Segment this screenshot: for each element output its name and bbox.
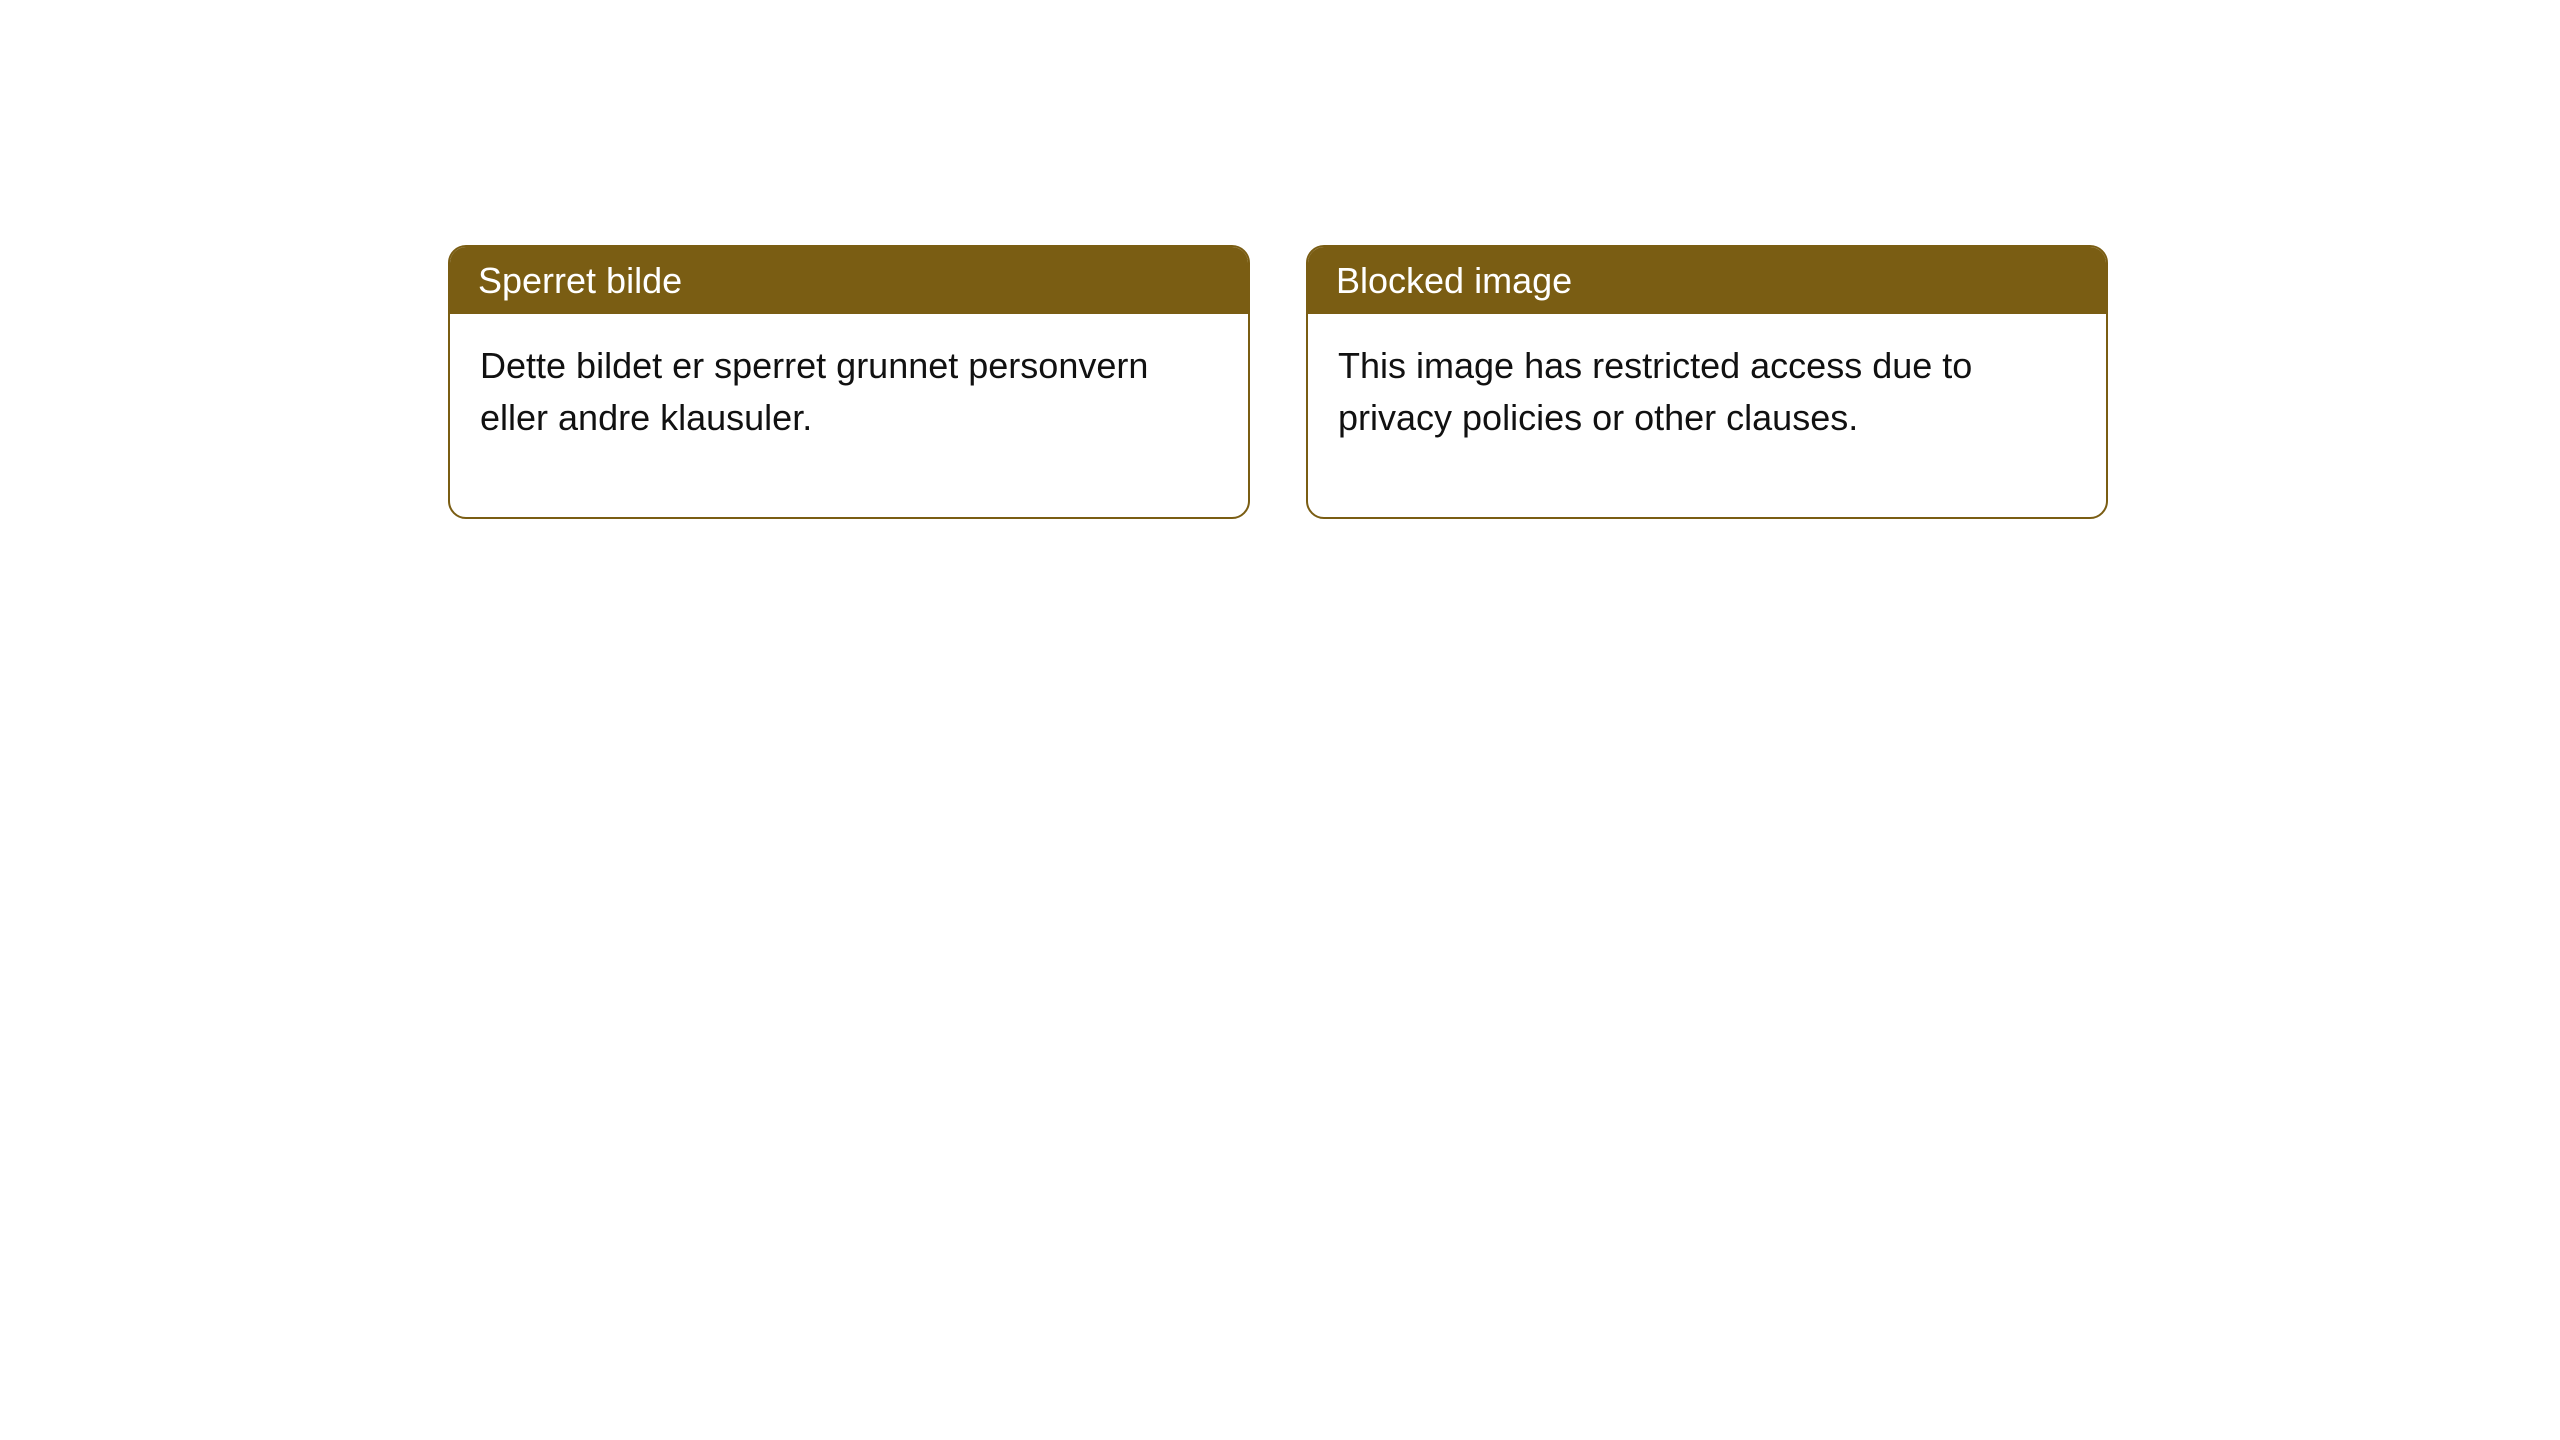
notice-container: Sperret bilde Dette bildet er sperret gr… [448,245,2108,519]
notice-card-en: Blocked image This image has restricted … [1306,245,2108,519]
notice-body-no: Dette bildet er sperret grunnet personve… [450,314,1248,516]
notice-header-no: Sperret bilde [450,247,1248,314]
notice-header-en: Blocked image [1308,247,2106,314]
notice-card-no: Sperret bilde Dette bildet er sperret gr… [448,245,1250,519]
notice-body-en: This image has restricted access due to … [1308,314,2106,516]
